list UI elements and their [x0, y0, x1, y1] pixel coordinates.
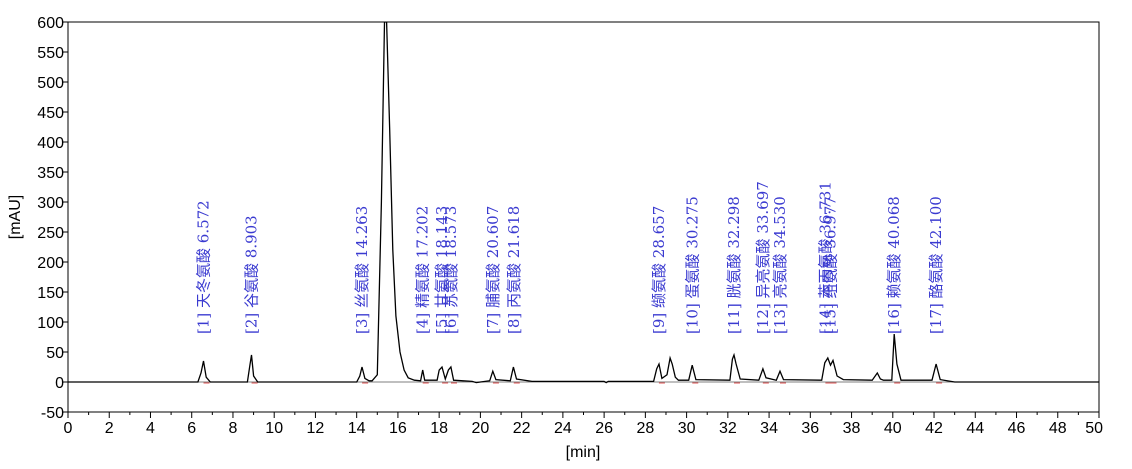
y-axis-ticks: -50 0 50 100 150 200 250 300 350 400 450 500 550 600 — [37, 15, 68, 422]
x-tick-label: 4 — [146, 420, 155, 437]
peak-label: [14] 苯丙氨酸 36.731 — [816, 181, 834, 334]
chromatogram-series — [68, 22, 1099, 384]
x-tick-label: 12 — [307, 420, 325, 437]
x-tick-label: 38 — [843, 420, 861, 437]
x-axis-ticks: 0 2 4 6 8 10 12 14 16 18 20 22 24 26 28 30 32 34 36 38 40 42 4… — [64, 412, 1103, 437]
y-tick-label: 200 — [37, 255, 64, 272]
peak-label: [15] 组氨酸 36.977 — [822, 196, 840, 334]
x-tick-label: 10 — [265, 420, 283, 437]
peak-label: [13] 亮氨酸 34.530 — [771, 196, 789, 334]
x-tick-label: 40 — [884, 420, 902, 437]
chromatogram-trace — [68, 22, 1099, 384]
y-tick-label: 550 — [37, 45, 64, 62]
peak-labels: [1] 天冬氨酸 6.572 [2] 谷氨酸 8.903 [3] 丝氨酸 14.26… — [195, 181, 945, 384]
x-tick-label: 48 — [1049, 420, 1067, 437]
y-tick-label: 450 — [37, 105, 64, 122]
x-tick-label: 42 — [925, 420, 943, 437]
x-tick-label: 0 — [64, 420, 73, 437]
peak-label: [16] 赖氨酸 40.068 — [885, 196, 903, 334]
x-tick-label: 50 — [1085, 420, 1103, 437]
peak-label: [6] 苏氨酸 18.573 — [442, 206, 460, 334]
y-tick-label: 350 — [37, 165, 64, 182]
peak-label: [1] 天冬氨酸 6.572 — [195, 200, 213, 334]
x-tick-label: 8 — [229, 420, 238, 437]
x-tick-label: 20 — [472, 420, 490, 437]
peak-label: [5] 甘氨酸 18.143 — [433, 206, 451, 334]
peak-label: [4] 精氨酸 17.202 — [414, 206, 432, 334]
x-tick-label: 46 — [1008, 420, 1026, 437]
x-tick-label: 26 — [595, 420, 613, 437]
y-tick-label: -50 — [41, 405, 64, 422]
y-tick-label: 300 — [37, 195, 64, 212]
x-tick-label: 30 — [678, 420, 696, 437]
y-tick-label: 150 — [37, 285, 64, 302]
peak-label: [7] 脯氨酸 20.607 — [484, 206, 502, 334]
x-tick-label: 44 — [966, 420, 984, 437]
y-tick-label: 400 — [37, 135, 64, 152]
y-tick-label: 500 — [37, 75, 64, 92]
peak-label: [8] 丙氨酸 21.618 — [505, 206, 523, 334]
y-axis-label: [mAU] — [7, 195, 24, 239]
y-tick-label: 600 — [37, 15, 64, 32]
y-tick-label: 100 — [37, 315, 64, 332]
peak-label: [2] 谷氨酸 8.903 — [243, 215, 261, 334]
x-tick-label: 28 — [636, 420, 654, 437]
peak-label: [12] 异亮氨酸 33.697 — [754, 181, 772, 334]
y-tick-label: 0 — [55, 375, 64, 392]
x-tick-label: 2 — [105, 420, 114, 437]
peak-label: [17] 酪氨酸 42.100 — [927, 196, 945, 334]
peak-label: [10] 蛋氨酸 30.275 — [683, 196, 701, 334]
x-tick-label: 14 — [348, 420, 366, 437]
peak-label: [9] 缬氨酸 28.657 — [650, 206, 668, 334]
x-axis-label: [min] — [566, 444, 601, 461]
x-tick-label: 36 — [801, 420, 819, 437]
x-tick-label: 16 — [389, 420, 407, 437]
x-tick-label: 24 — [554, 420, 572, 437]
peak-label: [11] 胱氨酸 32.298 — [725, 196, 743, 334]
y-tick-label: 50 — [46, 345, 64, 362]
y-tick-label: 250 — [37, 225, 64, 242]
x-tick-label: 6 — [187, 420, 196, 437]
x-tick-label: 32 — [719, 420, 737, 437]
peak-label: [3] 丝氨酸 14.263 — [353, 206, 371, 334]
x-tick-label: 18 — [430, 420, 448, 437]
x-tick-label: 34 — [760, 420, 778, 437]
x-tick-label: 22 — [513, 420, 531, 437]
